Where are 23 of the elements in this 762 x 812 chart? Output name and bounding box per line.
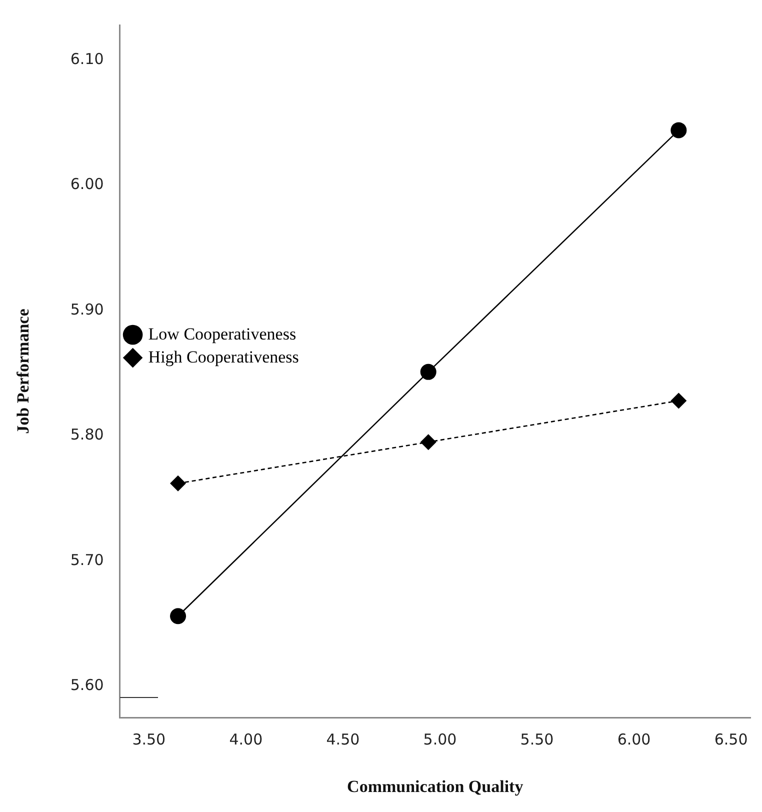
point: [170, 475, 186, 492]
y-tick-label: 5.60: [70, 676, 104, 694]
y-tick-label: 5.80: [70, 426, 104, 444]
x-tick-label: 6.00: [617, 730, 651, 748]
x-tick-label: 4.50: [326, 730, 360, 748]
legend-label: Low Cooperativeness: [148, 324, 296, 344]
y-tick-label: 5.90: [70, 300, 104, 318]
point: [420, 434, 436, 450]
x-tick-label: 4.00: [229, 730, 263, 748]
point: [670, 392, 687, 409]
x-axis-title: Communication Quality: [347, 777, 524, 796]
x-tick-label: 6.50: [714, 730, 748, 748]
point: [420, 364, 436, 380]
point: [170, 608, 186, 624]
x-tick-label: 3.50: [132, 730, 166, 748]
x-tick-label: 5.50: [520, 730, 554, 748]
y-tick-label: 6.10: [70, 50, 104, 68]
y-tick-label: 6.00: [70, 175, 104, 194]
y-axis-title: Job Performance: [14, 308, 33, 434]
legend-label: High Cooperativeness: [148, 347, 299, 366]
point: [670, 122, 687, 138]
x-tick-label: 5.00: [423, 730, 457, 748]
y-tick-label: 5.70: [70, 550, 104, 569]
